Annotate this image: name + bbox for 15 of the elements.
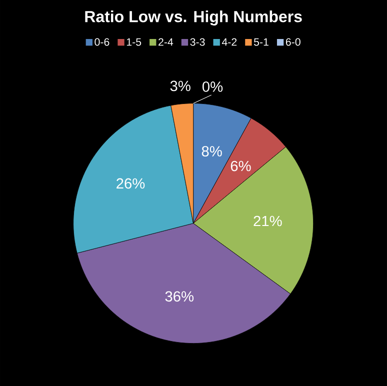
data-label: 3% xyxy=(170,80,190,92)
legend-label: 2-4 xyxy=(158,38,174,46)
legend-label: 4-2 xyxy=(222,38,237,46)
legend-label: 1-5 xyxy=(126,38,142,46)
text: 0% xyxy=(202,81,223,92)
data-label: 26% xyxy=(116,178,145,189)
data-label: 8% xyxy=(202,146,222,156)
legend-label: 5-1 xyxy=(254,38,268,46)
data-label: 21% xyxy=(254,216,282,226)
data-label: 6% xyxy=(230,160,251,172)
legend-label: 6-0 xyxy=(286,38,300,46)
data-label: 36% xyxy=(165,291,194,302)
legend-label: 3-3 xyxy=(190,38,205,46)
chart-title: Ratio Low vs. High Numbers xyxy=(85,10,302,26)
legend-label: 0-6 xyxy=(94,38,110,46)
